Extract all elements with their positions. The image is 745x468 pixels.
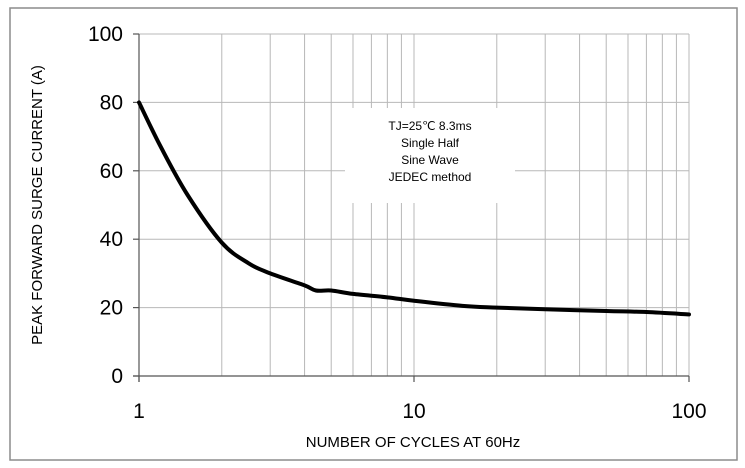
- chart-border: [9, 7, 738, 461]
- x-axis-label: NUMBER OF CYCLES AT 60Hz: [306, 434, 521, 451]
- annotation-line-3: Sine Wave: [401, 153, 459, 167]
- tick-labels: 0 20 40 60 80 100 1 10 100: [88, 23, 707, 423]
- y-axis-label: PEAK FORWARD SURGE CURRENT (A): [29, 65, 46, 345]
- x-tick-label: 1: [133, 400, 145, 423]
- y-tick-label: 40: [100, 228, 123, 251]
- grid: [138, 33, 690, 377]
- x-tick-label: 100: [671, 400, 706, 423]
- axes: [133, 33, 690, 382]
- y-tick-label: 80: [100, 91, 123, 114]
- annotation-line-4: JEDEC method: [389, 170, 472, 184]
- y-tick-label: 60: [100, 160, 123, 183]
- series-line: [137, 100, 691, 317]
- annotation-line-1: TJ=25℃ 8.3ms: [388, 119, 471, 133]
- annotation-line-2: Single Half: [401, 136, 460, 150]
- y-tick-label: 0: [111, 365, 123, 388]
- annotation-background: [345, 108, 515, 203]
- x-tick-label: 10: [402, 400, 425, 423]
- y-tick-label: 100: [88, 23, 123, 46]
- annotation-box: TJ=25℃ 8.3ms Single Half Sine Wave JEDEC…: [345, 108, 515, 203]
- y-tick-label: 20: [100, 297, 123, 320]
